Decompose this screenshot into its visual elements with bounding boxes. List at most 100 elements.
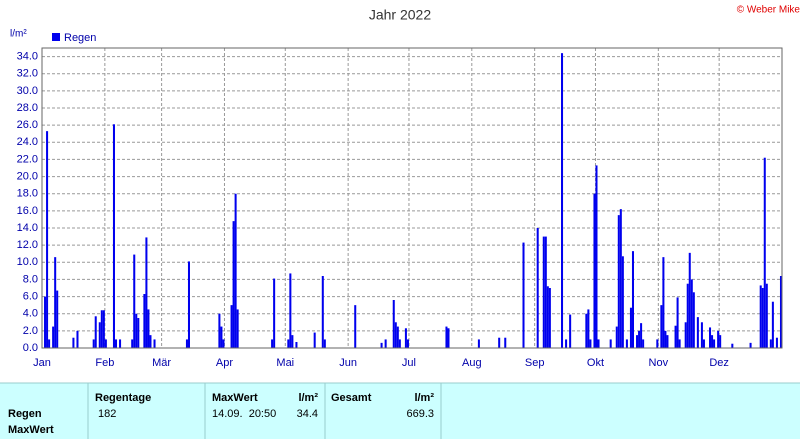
bar <box>542 236 545 348</box>
bar <box>638 330 641 348</box>
bar <box>548 288 551 348</box>
bar <box>569 314 572 348</box>
bar <box>323 339 326 348</box>
bar <box>731 343 734 348</box>
bar <box>321 276 324 348</box>
bar <box>709 327 712 348</box>
bar <box>769 339 772 348</box>
bar <box>232 221 235 348</box>
bar <box>396 326 399 348</box>
bar <box>593 193 596 348</box>
bar <box>619 209 622 348</box>
bar <box>589 339 592 348</box>
legend-label: Regen <box>64 32 96 44</box>
bar <box>147 309 150 348</box>
bar <box>504 337 507 348</box>
bar <box>380 342 383 348</box>
y-tick-label: 14.0 <box>17 222 38 234</box>
bar <box>392 300 395 348</box>
table-cell: 14.09. 20:50 <box>212 408 276 420</box>
bar <box>779 276 782 348</box>
bar <box>678 339 681 348</box>
bar <box>664 330 667 348</box>
bar <box>713 339 716 348</box>
bar <box>44 296 47 348</box>
bar <box>102 310 105 348</box>
y-tick-label: 28.0 <box>17 102 38 114</box>
bar <box>187 261 190 348</box>
bar <box>642 339 645 348</box>
bar <box>498 337 501 348</box>
column-header: Regentage <box>95 392 151 404</box>
bar <box>218 313 221 348</box>
bar <box>662 257 665 348</box>
bar <box>56 290 59 348</box>
y-tick-label: 22.0 <box>17 153 38 165</box>
bar <box>700 322 703 348</box>
x-tick-label: Jul <box>402 357 416 369</box>
bar <box>666 335 669 348</box>
bar <box>660 305 663 348</box>
bar <box>384 339 387 348</box>
bar <box>640 323 643 348</box>
bar <box>749 342 752 348</box>
bar <box>585 313 588 348</box>
bar <box>561 53 564 349</box>
bar <box>522 242 525 348</box>
credit: © Weber Mike <box>737 5 801 16</box>
bar <box>46 131 49 348</box>
bar <box>676 297 679 348</box>
bar <box>100 310 103 348</box>
x-tick-label: Nov <box>649 357 669 369</box>
bar <box>94 316 97 348</box>
bar <box>271 339 274 348</box>
y-tick-label: 8.0 <box>23 273 38 285</box>
bar <box>291 335 294 348</box>
bar <box>621 256 624 348</box>
bar <box>759 285 762 348</box>
bar <box>544 236 547 348</box>
bar <box>615 326 618 348</box>
bar <box>230 305 233 348</box>
bar <box>761 288 764 348</box>
bar <box>236 309 239 348</box>
x-tick-label: Apr <box>216 357 233 369</box>
bar <box>775 337 778 348</box>
column-header: l/m² <box>414 392 434 404</box>
bar <box>222 339 225 348</box>
bar <box>696 317 699 348</box>
bar <box>54 257 57 348</box>
y-tick-label: 18.0 <box>17 188 38 200</box>
bar <box>313 332 316 348</box>
y-tick-label: 20.0 <box>17 170 38 182</box>
y-tick-label: 26.0 <box>17 119 38 131</box>
bar <box>354 305 357 348</box>
bar <box>711 335 714 348</box>
bar <box>702 339 705 348</box>
bar <box>52 326 55 348</box>
bar <box>597 339 600 348</box>
bar <box>185 339 188 348</box>
bar <box>234 193 237 348</box>
bar <box>609 339 612 348</box>
bar <box>631 251 634 348</box>
bar <box>72 337 75 348</box>
bar <box>587 309 590 348</box>
bar <box>765 283 768 348</box>
bar <box>133 254 136 348</box>
bar <box>135 313 138 348</box>
x-tick-label: Feb <box>95 357 114 369</box>
y-tick-label: 4.0 <box>23 308 38 320</box>
table-cell: 669.3 <box>406 408 434 420</box>
bar <box>688 252 691 348</box>
bar <box>112 124 115 349</box>
bar <box>686 283 689 348</box>
x-tick-label: Sep <box>525 357 545 369</box>
bar <box>595 165 598 348</box>
table-cell: 182 <box>98 408 116 420</box>
legend-swatch <box>52 33 60 41</box>
bar <box>153 339 156 348</box>
y-tick-label: 10.0 <box>17 256 38 268</box>
x-tick-label: Dez <box>709 357 729 369</box>
bar <box>114 339 118 348</box>
